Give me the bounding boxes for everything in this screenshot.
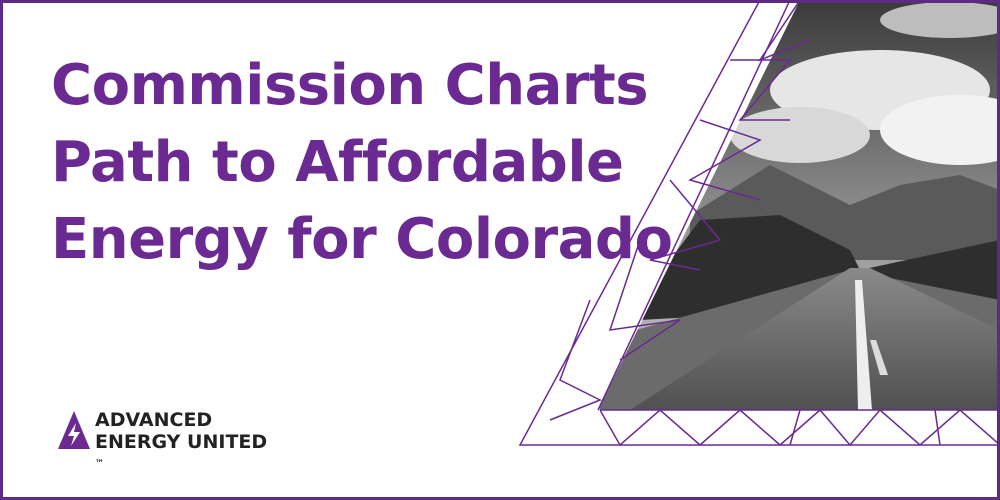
road (630, 268, 997, 410)
pattern-line (789, 409, 801, 446)
logo-line: ADVANCED (95, 409, 213, 431)
pattern-line (730, 59, 792, 121)
logo-line-text: ENERGY UNITED (95, 431, 268, 453)
cloud (880, 95, 997, 165)
pattern-line (549, 299, 602, 421)
pattern-line (934, 409, 941, 446)
logo-line: ENERGY UNITED ™ (95, 431, 267, 475)
trademark: ™ (95, 459, 104, 469)
logo-icon (58, 411, 90, 449)
title: Commission Charts Path to Affordable Ene… (51, 47, 673, 278)
road-dash (870, 340, 888, 375)
pattern-line (599, 409, 741, 447)
title-line: Energy for Colorado (51, 207, 673, 272)
pattern-line (739, 408, 881, 447)
pattern-line (608, 239, 681, 361)
cloud (730, 107, 870, 163)
road-photo (598, 3, 997, 410)
pattern-line (879, 409, 997, 446)
line-pattern (518, 3, 997, 447)
cloud (880, 3, 997, 38)
pattern-line (597, 3, 790, 411)
pattern-line (688, 119, 762, 201)
logo-text: ADVANCED ENERGY UNITED ™ (95, 409, 267, 475)
title-line: Path to Affordable (51, 130, 624, 195)
decorative-art (518, 3, 997, 447)
pattern-line (518, 3, 997, 446)
title-line: Commission Charts (51, 53, 649, 118)
pattern-line (649, 179, 722, 271)
road-line (855, 280, 872, 410)
pattern-line (758, 3, 811, 62)
logo-bolt (68, 423, 80, 446)
logo: ADVANCED ENERGY UNITED ™ (57, 409, 267, 469)
